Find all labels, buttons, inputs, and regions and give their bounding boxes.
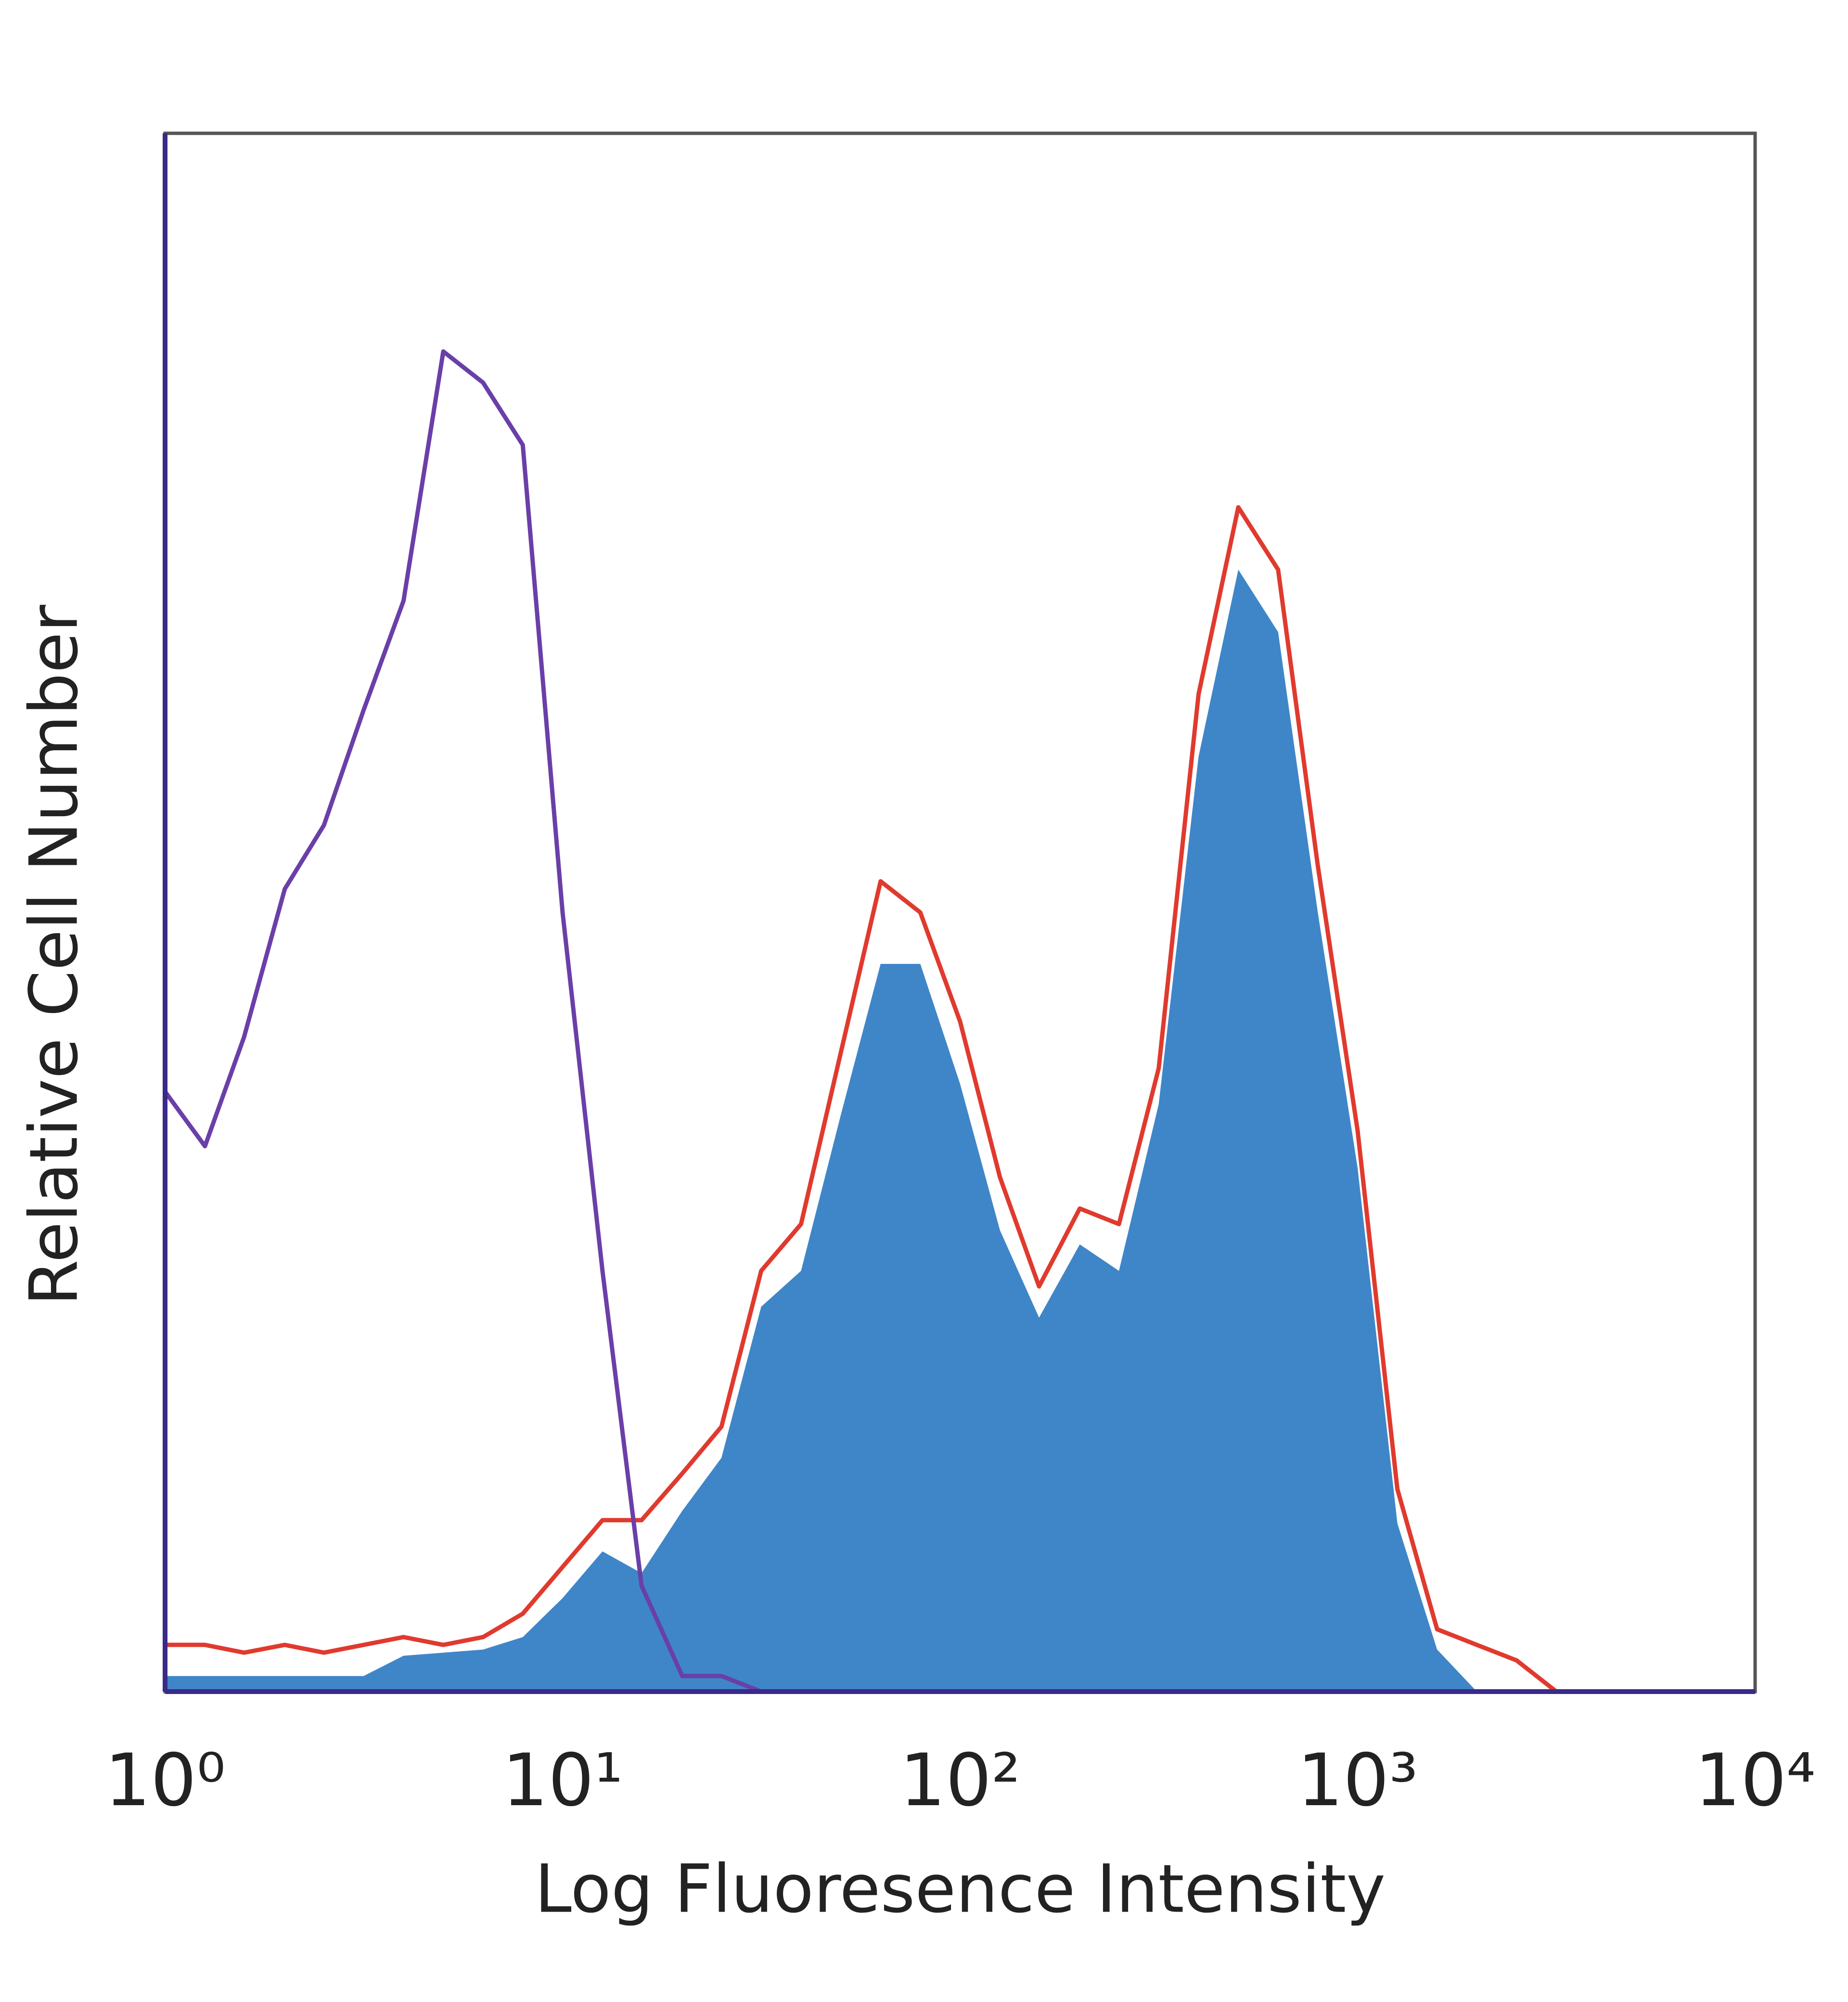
x-axis-title: Log Fluoresence Intensity: [535, 1850, 1386, 1928]
x-tick-label: 10⁰: [104, 1739, 225, 1822]
x-tick-label: 10³: [1297, 1739, 1418, 1822]
x-tick-label: 10²: [899, 1739, 1020, 1822]
x-tick-label: 10⁴: [1694, 1739, 1815, 1822]
histogram-line: [165, 505, 1558, 1694]
x-tick-label: 10¹: [502, 1739, 623, 1822]
y-axis-title: Relative Cell Number: [15, 604, 93, 1306]
histogram-area: [165, 569, 1556, 1692]
